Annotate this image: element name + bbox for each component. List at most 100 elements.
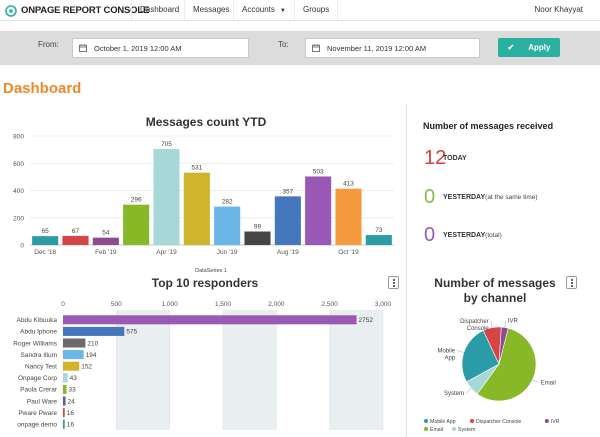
ytd-bar-value-label: 503 <box>313 168 324 175</box>
ytd-bar[interactable] <box>305 176 332 245</box>
stat-today-label: TODAY <box>443 155 467 162</box>
pie-legend-label[interactable]: System <box>458 427 475 433</box>
ytd-bar[interactable] <box>153 148 180 245</box>
ytd-bar[interactable] <box>274 196 301 245</box>
top10-xtick-label: 0 <box>61 301 65 308</box>
ytd-bar[interactable] <box>244 231 271 245</box>
ytd-bar-value-label: 357 <box>282 188 293 195</box>
pie-label-leader <box>504 320 507 328</box>
to-date-input[interactable]: November 11, 2019 12:00 AM <box>305 38 480 58</box>
brand[interactable]: ONPAGE REPORT CONSOLE <box>5 3 149 18</box>
ytd-bar-value-label: 282 <box>222 199 233 206</box>
top10-category-label: Abdu Iphone <box>20 329 57 336</box>
ytd-bar-value-label: 54 <box>102 230 110 237</box>
ytd-bar[interactable] <box>123 204 150 245</box>
messages-ytd-chart: Messages count YTD 0 200 400 600 800 65 67 54 2… <box>13 115 394 274</box>
stat-today: 12 TODAY <box>424 148 467 168</box>
pie-slice-label: Dispatcher Console <box>460 319 489 332</box>
calendar-icon <box>79 44 87 52</box>
pie-label-leader <box>490 320 493 328</box>
top10-bar-value-label: 2752 <box>359 317 374 324</box>
top10-bar[interactable] <box>63 408 65 418</box>
top10-bar[interactable] <box>63 373 68 383</box>
top10-bar[interactable] <box>63 361 80 371</box>
stat-yesterday-same-label: YESTERDAY(at the same time) <box>443 194 538 201</box>
top-responders-menu-button[interactable] <box>388 276 399 289</box>
ytd-bar[interactable] <box>335 188 362 245</box>
ytd-xtick-label: Aug '19 <box>277 249 299 256</box>
pie-legend-label[interactable]: Mobile App <box>430 419 456 425</box>
ytd-bar-value-label: 65 <box>42 228 50 235</box>
ytd-xtick-label: Dec '18 <box>34 249 56 256</box>
ytd-bar[interactable] <box>365 235 392 245</box>
nav-messages[interactable]: Messages <box>184 0 237 20</box>
top10-bar-value-label: 152 <box>81 364 92 371</box>
top10-bar[interactable] <box>63 338 86 348</box>
ytd-ytick-label: 600 <box>13 161 24 168</box>
stat-yesterday-total-sub: (total) <box>485 231 502 239</box>
ytd-bar-value-label: 67 <box>72 228 80 235</box>
user-menu[interactable]: Noor Khayyat <box>534 5 583 14</box>
top10-bar[interactable] <box>63 326 125 336</box>
top10-category-label: Onpage Corp <box>18 375 57 382</box>
pie-legend-swatch <box>470 419 474 423</box>
top10-grid-band <box>116 310 170 430</box>
nav-accounts[interactable]: Accounts ▼ <box>233 0 294 20</box>
top10-bar-value-label: 43 <box>70 375 78 382</box>
ytd-xtick-label: Feb '19 <box>95 249 117 256</box>
nav-dashboard[interactable]: Dashboard <box>131 0 187 20</box>
nav-groups[interactable]: Groups <box>294 0 339 20</box>
top-navbar: ONPAGE REPORT CONSOLE Dashboard Messages… <box>0 0 600 21</box>
pie-legend-label[interactable]: Dispatcher Console <box>476 419 521 425</box>
ytd-ytick-label: 0 <box>20 243 24 250</box>
ytd-bar[interactable] <box>183 172 210 245</box>
top10-bar[interactable] <box>63 350 84 360</box>
ytd-bar[interactable] <box>62 235 89 245</box>
check-icon: ✔ <box>507 43 515 52</box>
stat-yesterday-same-time: 0 YESTERDAY(at the same time) <box>424 187 538 207</box>
ytd-bar[interactable] <box>214 206 241 245</box>
dot-icon <box>570 284 573 287</box>
top10-xtick-label: 3,000 <box>375 301 392 308</box>
stat-yesterday-total-label: YESTERDAY(total) <box>443 232 502 239</box>
pie-legend-label[interactable]: Email <box>430 427 443 433</box>
top10-xtick-label: 1,500 <box>215 301 232 308</box>
ytd-bar[interactable] <box>92 237 119 245</box>
ytd-xtick-label: Oct '19 <box>338 249 359 256</box>
top10-category-label: Sandra Illum <box>21 352 58 359</box>
top10-bar-value-label: 24 <box>68 398 76 405</box>
top10-bar[interactable] <box>63 315 357 325</box>
messages-by-channel-chart: Number of messages by channel Email System… <box>424 276 560 433</box>
pie-chart-menu-button[interactable] <box>566 276 577 289</box>
top10-category-label: Roger Williams <box>13 340 57 347</box>
top10-bar[interactable] <box>63 396 66 406</box>
dot-icon <box>392 284 395 287</box>
pie-slice[interactable] <box>476 327 537 402</box>
stat-yesterday-same-value: 0 <box>424 186 436 208</box>
top10-bar[interactable] <box>63 419 65 429</box>
stat-today-value: 12 <box>424 147 447 169</box>
apply-label: Apply <box>528 43 551 52</box>
pie-slice-label: IVR <box>508 319 519 325</box>
top10-xtick-label: 1,000 <box>162 301 179 308</box>
ytd-bar[interactable] <box>32 236 59 245</box>
top10-category-label: Pware Pware <box>18 410 57 417</box>
pie-legend-label[interactable]: IVR <box>551 419 560 425</box>
apply-button[interactable]: ✔ Apply <box>498 38 560 57</box>
ytd-bar-value-label: 531 <box>191 165 202 172</box>
pie-legend-swatch <box>424 427 428 431</box>
ytd-bar-value-label: 99 <box>254 224 262 231</box>
nav-accounts-label: Accounts <box>242 5 275 14</box>
top10-category-label: onpage demo <box>17 422 57 429</box>
caret-down-icon: ▼ <box>279 8 286 14</box>
pie-slice[interactable] <box>461 330 500 383</box>
top10-bar-value-label: 194 <box>86 352 97 359</box>
from-date-input[interactable]: October 1, 2019 12:00 AM <box>72 38 249 58</box>
ytd-ytick-label: 800 <box>13 134 24 141</box>
top10-bar[interactable] <box>63 384 67 394</box>
pie-slice-label: Mobile App <box>437 348 455 361</box>
from-label: From: <box>38 40 59 49</box>
pie-legend-swatch <box>452 427 456 431</box>
ytd-xtick-label: Apr '19 <box>156 249 177 256</box>
top10-category-label: Paul Ware <box>27 398 57 405</box>
